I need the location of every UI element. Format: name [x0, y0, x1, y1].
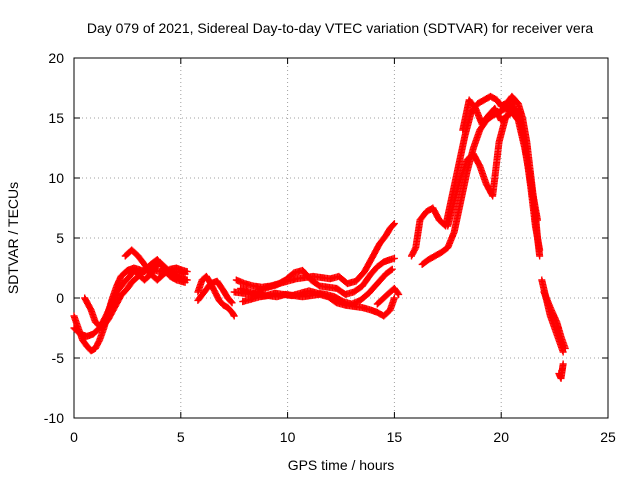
axis-ticks: 0 5 10 15 20 25 -10 -5 0 5 10 15 20 [44, 50, 616, 445]
x-tick-label: 25 [600, 429, 616, 445]
y-tick-label: 5 [56, 230, 64, 246]
data-point [561, 344, 569, 352]
plot-frame [73, 57, 609, 419]
y-tick-label: 0 [56, 290, 64, 306]
data-point [390, 254, 398, 262]
data-point [228, 299, 236, 307]
data-point [395, 290, 403, 298]
data-point [559, 360, 567, 368]
series-track-10 [239, 290, 398, 320]
data-point [390, 221, 398, 229]
series-track-11 [373, 284, 403, 308]
data-point [183, 268, 191, 276]
y-tick-label: 20 [48, 50, 64, 66]
x-axis-label: GPS time / hours [288, 457, 395, 473]
series-track-15 [459, 96, 518, 134]
y-tick-label: -10 [44, 410, 64, 426]
data-point [390, 220, 398, 228]
series-track-18 [555, 360, 567, 382]
data-point [510, 96, 518, 104]
series-track-8 [230, 254, 398, 298]
data-point [534, 216, 542, 224]
data-point [390, 294, 398, 302]
x-tick-label: 15 [387, 429, 403, 445]
y-tick-label: 10 [48, 170, 64, 186]
data-point [559, 348, 567, 356]
series-track-6 [194, 277, 236, 307]
chart-title: Day 079 of 2021, Sidereal Day-to-day VTE… [87, 20, 593, 36]
data-point [388, 265, 396, 273]
x-tick-label: 5 [177, 429, 185, 445]
data-point [229, 311, 237, 319]
series-track-14 [444, 108, 542, 230]
x-tick-label: 0 [70, 429, 78, 445]
y-tick-label: 15 [48, 110, 64, 126]
data-point [181, 278, 189, 286]
y-axis-label: SDTVAR / TECUs [5, 182, 21, 294]
series-track-4 [121, 246, 191, 284]
data-points [70, 92, 569, 382]
y-tick-label: -5 [52, 350, 65, 366]
data-point [536, 252, 544, 260]
data-point [387, 266, 395, 274]
series-track-3 [81, 256, 189, 332]
data-point [536, 246, 544, 254]
data-point [394, 289, 402, 297]
x-tick-label: 10 [280, 429, 296, 445]
series-track-13 [418, 102, 544, 268]
series-track-17 [540, 288, 569, 352]
data-point [227, 298, 235, 306]
data-point [230, 312, 238, 320]
x-tick-label: 20 [493, 429, 509, 445]
grid-lines [74, 58, 608, 418]
